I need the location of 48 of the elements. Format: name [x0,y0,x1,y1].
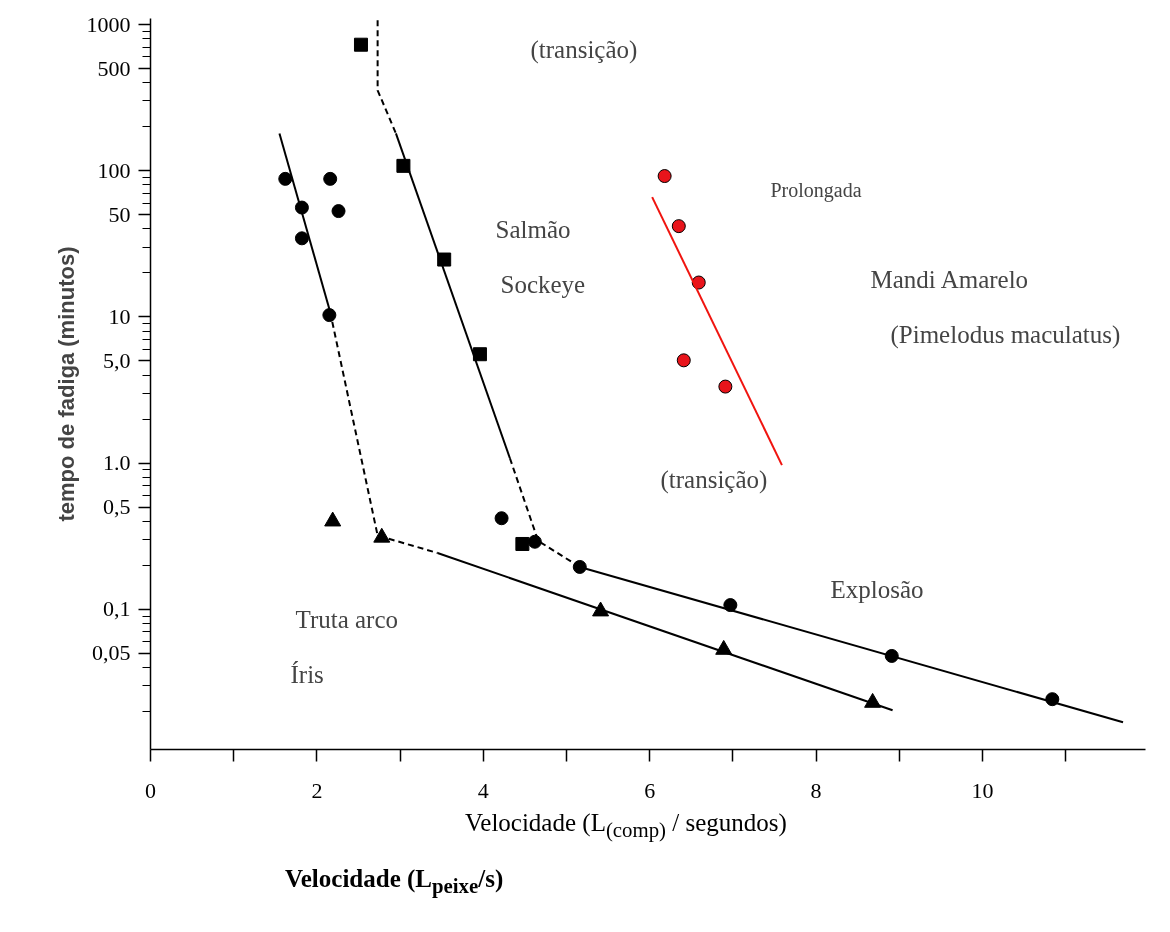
y-tick-label: 100 [97,157,131,183]
point [671,219,686,234]
annotation: Truta arco [295,606,399,633]
x-axis-title: Velocidade (L$_{(comp)}$ / segundos) [464,808,787,844]
annotation: Prolongada [770,178,862,202]
x-tick-label: 4 [477,777,489,803]
point [323,171,338,186]
y-tick-label: 0,1 [103,596,131,622]
point [592,601,610,617]
annotation: Sockeye [500,271,586,298]
y-tick-label: 500 [97,55,131,81]
point [331,204,346,219]
x-tick-label: 2 [311,777,323,803]
point [676,353,691,368]
x-tick-label: 8 [810,777,822,803]
point [353,37,368,52]
text: Velocidade (L$_{peixe}$/s) [284,864,504,900]
annotation: Mandi Amarelo [870,266,1029,293]
y-tick-label: 5,0 [103,347,131,373]
point [494,511,509,526]
x-tick-label: 6 [644,777,656,803]
y-tick-label: 0,05 [92,640,131,666]
y-tick-label: 50 [108,201,131,227]
point [527,534,542,549]
point [515,536,530,551]
x-tick-label: 10 [971,777,994,803]
point [572,559,587,574]
annotation: (transição) [530,36,638,64]
point [396,158,411,173]
y-tick-label: 1000 [86,11,131,37]
y-axis-title: tempo de fadiga (minutos) [53,246,79,522]
annotation: Salmão [495,216,571,243]
annotation: Íris [290,661,324,688]
point [437,252,452,267]
point [278,171,293,186]
point [324,511,342,527]
y-tick-label: 10 [108,303,131,329]
annotation: (Pimelodus maculatus) [890,321,1121,349]
point [718,379,733,394]
point [657,169,672,184]
annotation: Explosão [830,576,924,603]
point [723,598,738,613]
x-tick-label: 0 [145,777,156,803]
point [294,231,309,246]
y-tick-label: 0,5 [103,494,131,520]
point [472,347,487,362]
y-tick-label: 1.0 [103,450,131,476]
annotation: (transição) [660,466,768,494]
